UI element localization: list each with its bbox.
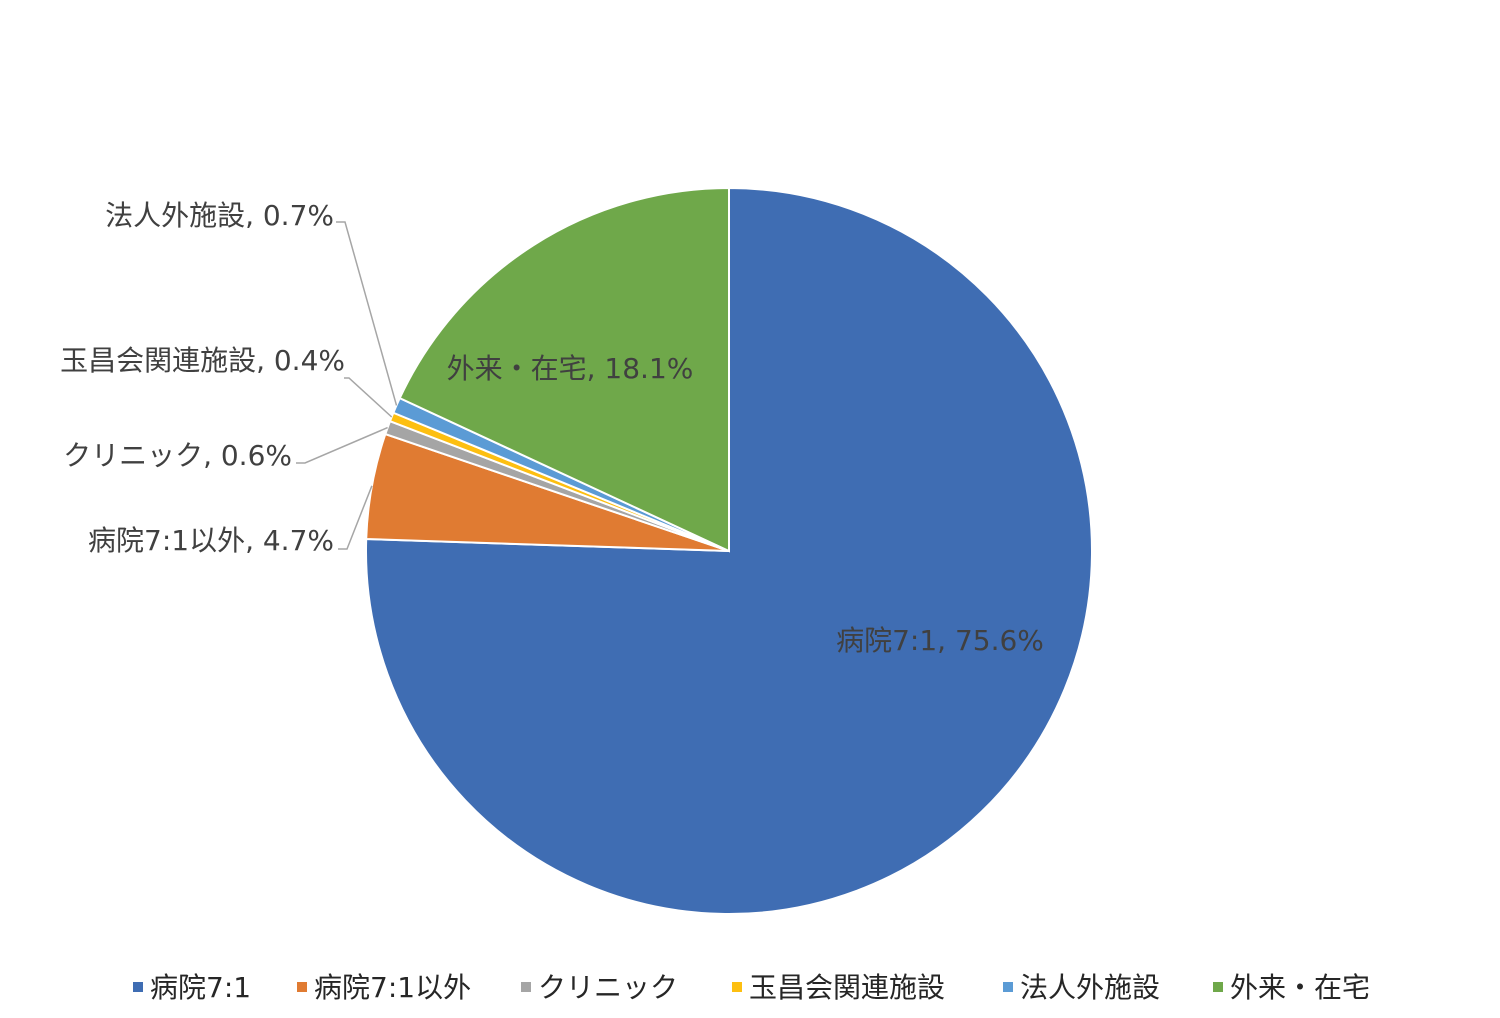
data-label-clinic: クリニック, 0.6% xyxy=(63,439,292,472)
data-label-outpatient-home: 外来・在宅, 18.1% xyxy=(447,352,694,385)
legend-label-gyokushokai-facility: 玉昌会関連施設 xyxy=(749,971,945,1004)
pie-slices xyxy=(365,186,1094,915)
data-label-hospital-non-71: 病院7:1以外, 4.7% xyxy=(88,524,334,557)
legend-label-outpatient-home: 外来・在宅 xyxy=(1230,971,1370,1004)
legend-swatch-gyokushokai-facility xyxy=(732,982,742,992)
data-label-external-facility: 法人外施設, 0.7% xyxy=(105,199,334,232)
legend-label-hospital-71: 病院7:1 xyxy=(150,971,251,1004)
leader-line-clinic xyxy=(296,426,388,464)
leader-lines xyxy=(296,221,398,550)
pie-slice-outpatient-home xyxy=(398,186,730,553)
leader-line-hospital-non-71 xyxy=(338,485,373,550)
data-label-gyokushokai-facility: 玉昌会関連施設, 0.4% xyxy=(60,344,345,377)
legend: 病院7:1 病院7:1以外 クリニック 玉昌会関連施設 法人外施設 外来・在宅 xyxy=(133,971,1370,1004)
legend-swatch-hospital-non-71 xyxy=(297,982,307,992)
legend-label-external-facility: 法人外施設 xyxy=(1020,971,1160,1004)
legend-label-hospital-non-71: 病院7:1以外 xyxy=(314,971,471,1004)
legend-swatch-hospital-71 xyxy=(133,982,143,992)
leader-line-gyokushokai-facility xyxy=(344,377,393,418)
legend-swatch-external-facility xyxy=(1003,982,1013,992)
legend-swatch-clinic xyxy=(521,982,531,992)
legend-label-clinic: クリニック xyxy=(538,971,678,1004)
legend-swatch-outpatient-home xyxy=(1213,982,1223,992)
leader-line-external-facility xyxy=(336,221,398,406)
data-label-hospital-71: 病院7:1, 75.6% xyxy=(836,624,1044,657)
